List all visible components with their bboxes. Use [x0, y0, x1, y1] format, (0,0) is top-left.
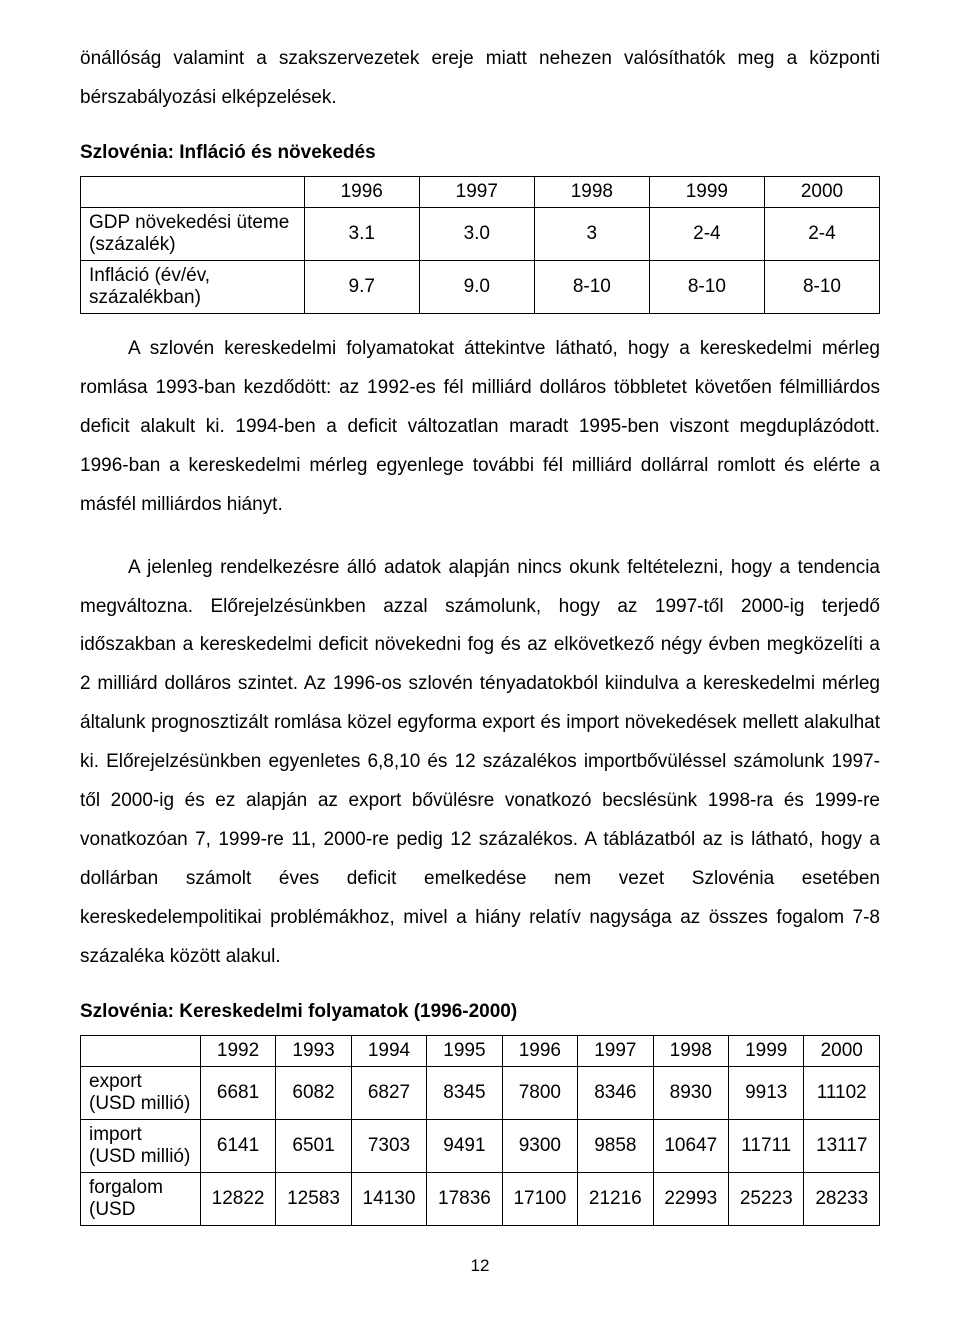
table-inflation: 1996 1997 1998 1999 2000 GDP növekedési …: [80, 176, 880, 314]
table-header-cell: 1995: [427, 1035, 502, 1066]
table-cell: 7800: [502, 1066, 577, 1119]
table-trade: 1992 1993 1994 1995 1996 1997 1998 1999 …: [80, 1035, 880, 1226]
table-cell: 10647: [653, 1119, 728, 1172]
table-cell: 6141: [200, 1119, 275, 1172]
table-header-cell: 1999: [649, 176, 764, 207]
table-cell: 11102: [804, 1066, 880, 1119]
table-cell: import (USD millió): [81, 1119, 201, 1172]
table-cell: 11711: [729, 1119, 804, 1172]
table-row: import (USD millió) 6141 6501 7303 9491 …: [81, 1119, 880, 1172]
table-cell: 9300: [502, 1119, 577, 1172]
intro-paragraph: önállóság valamint a szakszervezetek ere…: [80, 40, 880, 118]
table-row: 1996 1997 1998 1999 2000: [81, 176, 880, 207]
table-cell: export (USD millió): [81, 1066, 201, 1119]
table-header-cell: 1992: [200, 1035, 275, 1066]
table-cell: 12822: [200, 1172, 275, 1225]
table-cell: forgalom (USD: [81, 1172, 201, 1225]
table-cell: 8-10: [534, 260, 649, 313]
table-header-cell: 1997: [578, 1035, 653, 1066]
table-cell: 8-10: [764, 260, 879, 313]
table-cell: 14130: [351, 1172, 426, 1225]
table-cell: 6681: [200, 1066, 275, 1119]
table-header-cell: 1998: [534, 176, 649, 207]
section-title-1: Szlovénia: Infláció és növekedés: [80, 142, 880, 164]
table-cell: 9491: [427, 1119, 502, 1172]
table-cell: 3: [534, 207, 649, 260]
page-number: 12: [80, 1256, 880, 1276]
table-cell: Infláció (év/év, százalékban): [81, 260, 305, 313]
table-header-cell: 1996: [502, 1035, 577, 1066]
table-cell: GDP növekedési üteme (százalék): [81, 207, 305, 260]
table-cell: 6082: [276, 1066, 351, 1119]
table-cell: 8930: [653, 1066, 728, 1119]
table-header-cell: 1997: [419, 176, 534, 207]
paragraph-2: A szlovén kereskedelmi folyamatokat átte…: [80, 330, 880, 525]
table-row: Infláció (év/év, százalékban) 9.7 9.0 8-…: [81, 260, 880, 313]
table-cell: 8346: [578, 1066, 653, 1119]
table-cell: 21216: [578, 1172, 653, 1225]
section-title-2: Szlovénia: Kereskedelmi folyamatok (1996…: [80, 1001, 880, 1023]
table-cell: 2-4: [764, 207, 879, 260]
table-header-cell: 1993: [276, 1035, 351, 1066]
table-cell: 17836: [427, 1172, 502, 1225]
table-header-cell: [81, 176, 305, 207]
table-cell: 9913: [729, 1066, 804, 1119]
table-cell: 2-4: [649, 207, 764, 260]
table-row: 1992 1993 1994 1995 1996 1997 1998 1999 …: [81, 1035, 880, 1066]
table-cell: 22993: [653, 1172, 728, 1225]
table-header-cell: 2000: [764, 176, 879, 207]
table-header-cell: 1996: [304, 176, 419, 207]
table-cell: 9.7: [304, 260, 419, 313]
table-header-cell: 2000: [804, 1035, 880, 1066]
table-row: GDP növekedési üteme (százalék) 3.1 3.0 …: [81, 207, 880, 260]
paragraph-3: A jelenleg rendelkezésre álló adatok ala…: [80, 549, 880, 977]
table-cell: 6501: [276, 1119, 351, 1172]
table-cell: 3.1: [304, 207, 419, 260]
document-page: önállóság valamint a szakszervezetek ere…: [0, 0, 960, 1316]
table-cell: 25223: [729, 1172, 804, 1225]
table-cell: 9.0: [419, 260, 534, 313]
table-header-cell: [81, 1035, 201, 1066]
table-cell: 17100: [502, 1172, 577, 1225]
table-cell: 8-10: [649, 260, 764, 313]
table-header-cell: 1994: [351, 1035, 426, 1066]
table-cell: 28233: [804, 1172, 880, 1225]
table-cell: 9858: [578, 1119, 653, 1172]
table-cell: 6827: [351, 1066, 426, 1119]
table-cell: 8345: [427, 1066, 502, 1119]
table-header-cell: 1999: [729, 1035, 804, 1066]
table-cell: 12583: [276, 1172, 351, 1225]
table-cell: 13117: [804, 1119, 880, 1172]
table-row: forgalom (USD 12822 12583 14130 17836 17…: [81, 1172, 880, 1225]
table-cell: 7303: [351, 1119, 426, 1172]
table-row: export (USD millió) 6681 6082 6827 8345 …: [81, 1066, 880, 1119]
table-cell: 3.0: [419, 207, 534, 260]
table-header-cell: 1998: [653, 1035, 728, 1066]
